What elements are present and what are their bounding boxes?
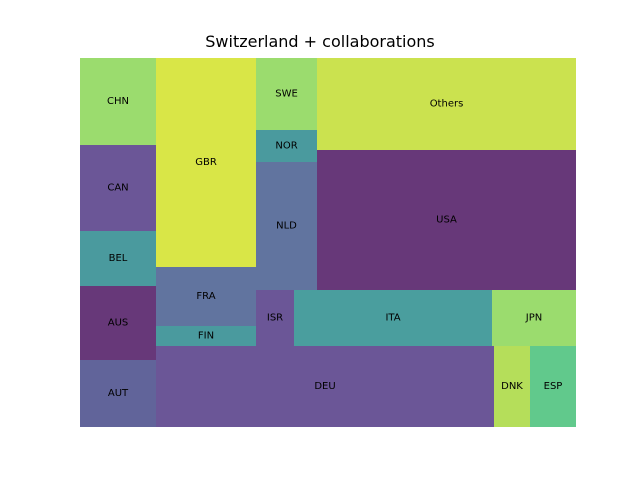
cell-fra bbox=[156, 267, 256, 326]
cell-label-swe: SWE bbox=[275, 89, 298, 100]
cell-label-gbr: GBR bbox=[195, 157, 217, 168]
cell-aus bbox=[80, 286, 156, 360]
cell-label-aus: AUS bbox=[108, 318, 129, 329]
cell-others bbox=[317, 58, 576, 150]
cell-jpn bbox=[492, 290, 576, 346]
cell-chn bbox=[80, 58, 156, 145]
cell-bel bbox=[80, 231, 156, 286]
cell-label-nor: NOR bbox=[275, 141, 297, 152]
cell-label-usa: USA bbox=[436, 215, 457, 226]
cell-label-bel: BEL bbox=[109, 253, 128, 264]
cell-label-jpn: JPN bbox=[525, 313, 542, 324]
cell-usa bbox=[317, 150, 576, 290]
cell-label-dnk: DNK bbox=[501, 381, 523, 392]
cell-label-deu: DEU bbox=[314, 381, 335, 392]
cell-can bbox=[80, 145, 156, 231]
cell-nor bbox=[256, 130, 317, 162]
cell-label-nld: NLD bbox=[276, 221, 297, 232]
cell-label-fin: FIN bbox=[198, 331, 214, 342]
cell-label-can: CAN bbox=[107, 183, 128, 194]
chart-title: Switzerland + collaborations bbox=[205, 32, 435, 51]
cell-esp bbox=[530, 346, 576, 427]
cell-label-isr: ISR bbox=[267, 313, 283, 324]
cell-swe bbox=[256, 58, 317, 130]
cell-isr bbox=[256, 290, 294, 346]
cell-label-chn: CHN bbox=[107, 96, 129, 107]
cell-deu bbox=[156, 346, 494, 427]
cell-ita bbox=[294, 290, 492, 346]
cell-dnk bbox=[494, 346, 530, 427]
cell-label-ita: ITA bbox=[385, 313, 400, 324]
cell-label-others: Others bbox=[430, 99, 464, 110]
cell-fin bbox=[156, 326, 256, 346]
cell-label-fra: FRA bbox=[196, 291, 215, 302]
cell-gbr bbox=[156, 58, 256, 267]
cell-label-aut: AUT bbox=[108, 388, 129, 399]
cell-label-esp: ESP bbox=[544, 381, 563, 392]
cell-nld bbox=[256, 162, 317, 290]
treemap-cells: CHN GBR SWE Others NOR CAN NLD USA BEL FRA FIN ISR I… bbox=[80, 58, 576, 427]
cell-aut bbox=[80, 360, 156, 427]
